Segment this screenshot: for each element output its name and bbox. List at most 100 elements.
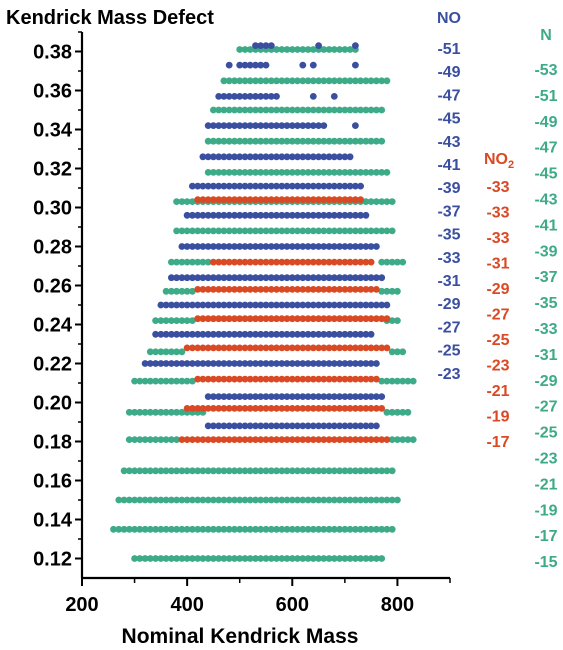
legend-label-no: -31 <box>437 273 460 290</box>
point-n <box>252 137 259 145</box>
point-no2 <box>357 436 364 443</box>
point-no <box>210 360 217 367</box>
point-n <box>325 227 333 235</box>
point-no <box>267 301 275 309</box>
point-n <box>215 496 223 504</box>
point-no2 <box>346 405 354 412</box>
point-n <box>394 258 401 266</box>
point-no <box>330 301 338 309</box>
point-no <box>262 393 270 400</box>
point-no2 <box>278 258 286 266</box>
point-no2 <box>178 436 186 443</box>
point-n <box>357 227 364 235</box>
point-no <box>273 393 280 400</box>
point-no2 <box>246 344 254 352</box>
point-no <box>373 360 380 367</box>
legend-label-no: -29 <box>437 296 460 313</box>
point-n <box>383 169 391 176</box>
point-no2 <box>320 405 328 412</box>
point-no <box>168 360 175 367</box>
point-n <box>236 227 244 235</box>
legend-label-n: -21 <box>534 476 557 493</box>
point-no <box>262 274 270 282</box>
point-no2 <box>262 315 270 323</box>
point-no2 <box>204 436 212 443</box>
point-no <box>283 360 291 367</box>
point-n <box>304 77 312 85</box>
point-no2 <box>336 375 343 383</box>
point-no2 <box>304 315 312 323</box>
point-n <box>315 137 322 145</box>
point-n <box>309 106 317 114</box>
point-n <box>162 408 170 416</box>
point-no2 <box>378 436 386 443</box>
point-no <box>204 243 212 250</box>
point-no2 <box>299 405 307 412</box>
point-no2 <box>352 315 359 323</box>
point-no2 <box>241 344 249 352</box>
point-n <box>336 169 343 176</box>
point-no <box>357 330 364 338</box>
point-n <box>267 169 275 176</box>
point-n <box>325 525 333 533</box>
point-n <box>336 137 343 145</box>
point-n <box>315 227 322 235</box>
point-n <box>199 258 207 266</box>
legend-label-no2: -17 <box>486 434 509 451</box>
point-no <box>294 153 301 161</box>
point-no <box>278 243 286 250</box>
point-no <box>299 243 307 250</box>
point-no2 <box>362 258 370 266</box>
point-no <box>199 153 207 161</box>
point-no <box>267 182 275 190</box>
point-no <box>362 301 370 309</box>
point-no <box>189 182 196 190</box>
point-no <box>220 211 228 219</box>
point-n <box>189 198 196 206</box>
point-no2 <box>341 315 349 323</box>
point-no <box>252 182 259 190</box>
point-no2 <box>210 405 217 412</box>
point-n <box>309 555 317 562</box>
point-n <box>394 377 401 385</box>
point-no <box>352 330 359 338</box>
point-n <box>273 227 280 235</box>
legend-label-no2: -29 <box>486 281 509 298</box>
point-n <box>141 525 149 533</box>
point-n <box>236 467 244 475</box>
point-n <box>388 227 396 235</box>
point-n <box>309 77 317 85</box>
point-no2 <box>283 196 291 204</box>
point-n <box>299 169 307 176</box>
point-n <box>246 137 254 145</box>
point-no <box>225 330 233 338</box>
point-no <box>199 182 207 190</box>
point-no <box>315 182 322 190</box>
point-n <box>346 46 354 53</box>
point-n <box>362 467 370 475</box>
point-n <box>189 496 196 504</box>
point-no2 <box>373 436 380 443</box>
point-n <box>336 525 343 533</box>
legend-label-n: -51 <box>534 88 557 105</box>
point-no2 <box>383 315 391 323</box>
point-n <box>357 555 364 562</box>
point-n <box>341 525 349 533</box>
point-no <box>304 122 312 129</box>
point-no2 <box>231 375 238 383</box>
point-no <box>189 243 196 250</box>
point-n <box>231 77 238 85</box>
point-no2 <box>278 286 286 293</box>
point-no <box>194 360 202 367</box>
point-no <box>204 360 212 367</box>
point-no2 <box>299 375 307 383</box>
point-no2 <box>278 405 286 412</box>
point-n <box>173 555 181 562</box>
legend-label-no: -51 <box>437 41 460 58</box>
point-no <box>189 330 196 338</box>
point-no <box>231 422 238 430</box>
legend-label-n: -19 <box>534 502 557 519</box>
point-no <box>352 243 359 250</box>
point-n <box>373 555 380 562</box>
point-no2 <box>352 258 359 266</box>
